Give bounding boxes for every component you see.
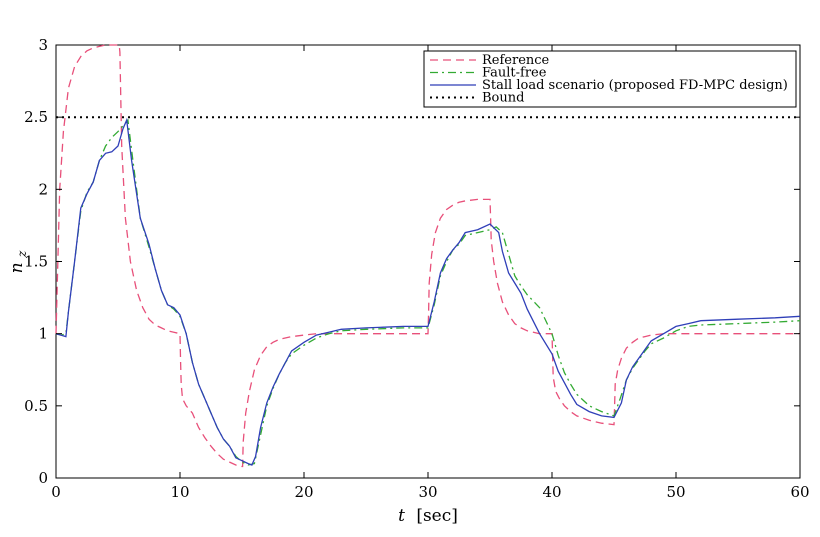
x-tick-label: 30 (418, 483, 437, 501)
legend-label: Bound (482, 91, 524, 106)
y-tick-label: 2 (38, 180, 48, 198)
legend-box (423, 50, 797, 108)
x-tick-label: 60 (790, 483, 809, 501)
x-tick-label: 10 (170, 483, 189, 501)
legend-label: Fault-free (482, 66, 547, 81)
legend-label: Stall load scenario (proposed FD-MPC des… (482, 78, 788, 93)
y-tick-label: 0 (38, 469, 48, 487)
y-axis-label-var: n (7, 262, 27, 273)
y-tick-label: 2.5 (24, 108, 48, 126)
series-layer (55, 44, 801, 468)
series-line-stall-load-scenario-proposed-fd-mpc-design (55, 117, 801, 466)
y-axis-label: n z (7, 250, 29, 273)
x-axis-label: t [sec] (398, 506, 458, 526)
y-tick-label: 3 (38, 36, 48, 54)
plot-area (55, 44, 801, 479)
x-tick-label: 40 (542, 483, 561, 501)
series-line-reference (55, 44, 800, 468)
x-axis-label-var: t (398, 506, 405, 526)
x-tick-label: 20 (294, 483, 313, 501)
y-tick-label: 0.5 (24, 397, 48, 415)
x-tick-label: 50 (666, 483, 685, 501)
series-line-fault-free (55, 118, 801, 466)
y-tick-label: 1.5 (24, 253, 48, 271)
y-axis-label-sub: z (15, 250, 29, 258)
y-tick-label: 1 (38, 325, 48, 343)
legend-label: Reference (482, 53, 550, 68)
x-axis-label-unit: [sec] (416, 506, 458, 526)
axes-layer: 0 10 20 30 40 50 60 0 0.5 1 1.5 2 2.5 3 (24, 36, 809, 501)
x-tick-label: 0 (51, 483, 61, 501)
